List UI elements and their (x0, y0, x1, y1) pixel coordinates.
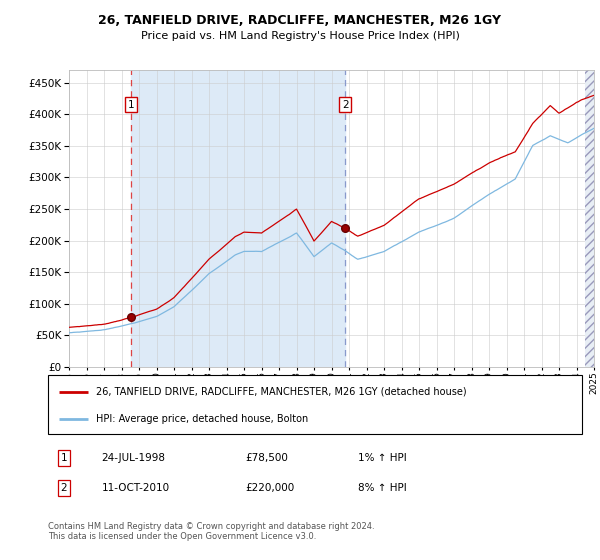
Text: 1: 1 (128, 100, 134, 110)
Text: £220,000: £220,000 (245, 483, 295, 493)
Text: 2: 2 (61, 483, 67, 493)
Text: 26, TANFIELD DRIVE, RADCLIFFE, MANCHESTER, M26 1GY: 26, TANFIELD DRIVE, RADCLIFFE, MANCHESTE… (98, 14, 502, 27)
Text: 26, TANFIELD DRIVE, RADCLIFFE, MANCHESTER, M26 1GY (detached house): 26, TANFIELD DRIVE, RADCLIFFE, MANCHESTE… (96, 386, 467, 396)
Text: Contains HM Land Registry data © Crown copyright and database right 2024.
This d: Contains HM Land Registry data © Crown c… (48, 522, 374, 542)
Text: 24-JUL-1998: 24-JUL-1998 (101, 452, 166, 463)
Bar (131, 70, 345, 367)
Text: 11-OCT-2010: 11-OCT-2010 (101, 483, 170, 493)
Text: 8% ↑ HPI: 8% ↑ HPI (358, 483, 406, 493)
FancyBboxPatch shape (48, 375, 582, 434)
Text: Price paid vs. HM Land Registry's House Price Index (HPI): Price paid vs. HM Land Registry's House … (140, 31, 460, 41)
Text: £78,500: £78,500 (245, 452, 289, 463)
Text: 1% ↑ HPI: 1% ↑ HPI (358, 452, 406, 463)
Text: 2: 2 (342, 100, 349, 110)
Text: HPI: Average price, detached house, Bolton: HPI: Average price, detached house, Bolt… (96, 414, 308, 424)
Bar (585, 70, 594, 367)
Text: 1: 1 (61, 452, 67, 463)
